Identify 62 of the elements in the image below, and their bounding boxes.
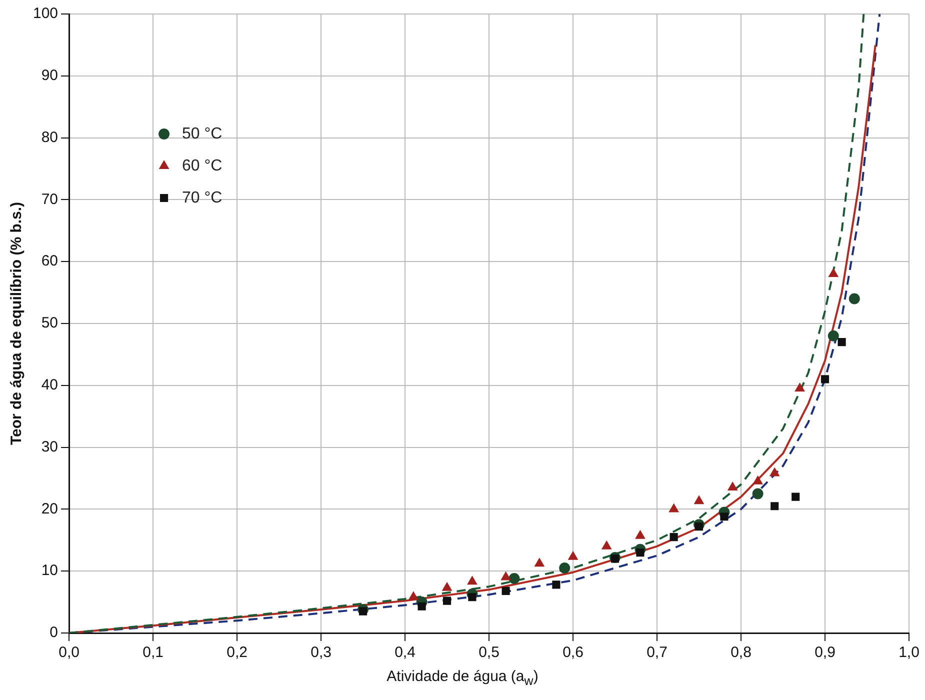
point xyxy=(720,512,728,521)
point xyxy=(820,375,830,384)
point xyxy=(770,468,780,476)
point xyxy=(670,533,678,542)
y-tick-label: 60 xyxy=(41,252,58,270)
point xyxy=(508,573,520,584)
x-tick-label: 0,8 xyxy=(730,644,752,662)
point xyxy=(668,504,679,512)
y-tick-label: 0 xyxy=(50,624,58,642)
point xyxy=(502,586,510,595)
y-tick-label: 100 xyxy=(32,5,58,22)
legend-label: 70 °C xyxy=(182,189,222,206)
y-tick-label: 10 xyxy=(41,562,58,580)
point xyxy=(468,593,476,602)
y-tick-label: 70 xyxy=(41,190,58,208)
point xyxy=(500,572,511,580)
point xyxy=(559,562,570,574)
y-tick-label: 30 xyxy=(41,438,58,456)
y-tick-label: 40 xyxy=(41,376,58,394)
point xyxy=(602,540,612,550)
point xyxy=(534,558,544,567)
x-axis-title: Atividade de água (a$_{w}$) xyxy=(386,668,540,688)
point xyxy=(770,502,779,510)
point xyxy=(467,576,478,585)
point xyxy=(442,582,452,591)
point xyxy=(635,530,646,539)
point xyxy=(848,293,860,304)
point xyxy=(636,548,644,557)
x-tick-label: 0,0 xyxy=(58,644,80,662)
point xyxy=(792,492,800,501)
x-tick-label: 0,3 xyxy=(310,644,332,662)
legend-label: 60 °C xyxy=(182,157,222,174)
x-tick-label: 0,5 xyxy=(478,644,500,662)
point xyxy=(828,330,839,342)
point xyxy=(358,607,368,616)
point xyxy=(442,596,452,605)
y-tick-label: 80 xyxy=(41,128,58,146)
y-tick-label: 50 xyxy=(41,314,58,332)
x-tick-label: 1,0 xyxy=(898,644,920,662)
point xyxy=(418,602,426,610)
x-tick-label: 0,9 xyxy=(814,644,836,662)
point xyxy=(694,496,704,504)
x-tick-label: 0,2 xyxy=(226,644,248,662)
point xyxy=(838,338,846,346)
point xyxy=(552,580,560,589)
y-tick-label: 20 xyxy=(41,500,58,518)
point xyxy=(610,554,620,563)
point xyxy=(568,551,578,560)
point xyxy=(752,488,764,500)
point xyxy=(408,592,418,600)
point xyxy=(794,382,805,392)
x-tick-label: 0,4 xyxy=(394,644,416,662)
point xyxy=(828,268,838,277)
point xyxy=(752,476,763,484)
point xyxy=(728,482,738,491)
point xyxy=(694,522,704,531)
x-tick-label: 0,6 xyxy=(562,644,584,662)
y-axis-title: Teor de água de equilíbrio (% b.s.) xyxy=(8,202,26,446)
x-tick-label: 0,1 xyxy=(142,644,164,662)
y-tick-label: 90 xyxy=(41,67,58,84)
legend-label: 50 °C xyxy=(182,125,222,142)
x-tick-label: 0,7 xyxy=(646,644,668,662)
